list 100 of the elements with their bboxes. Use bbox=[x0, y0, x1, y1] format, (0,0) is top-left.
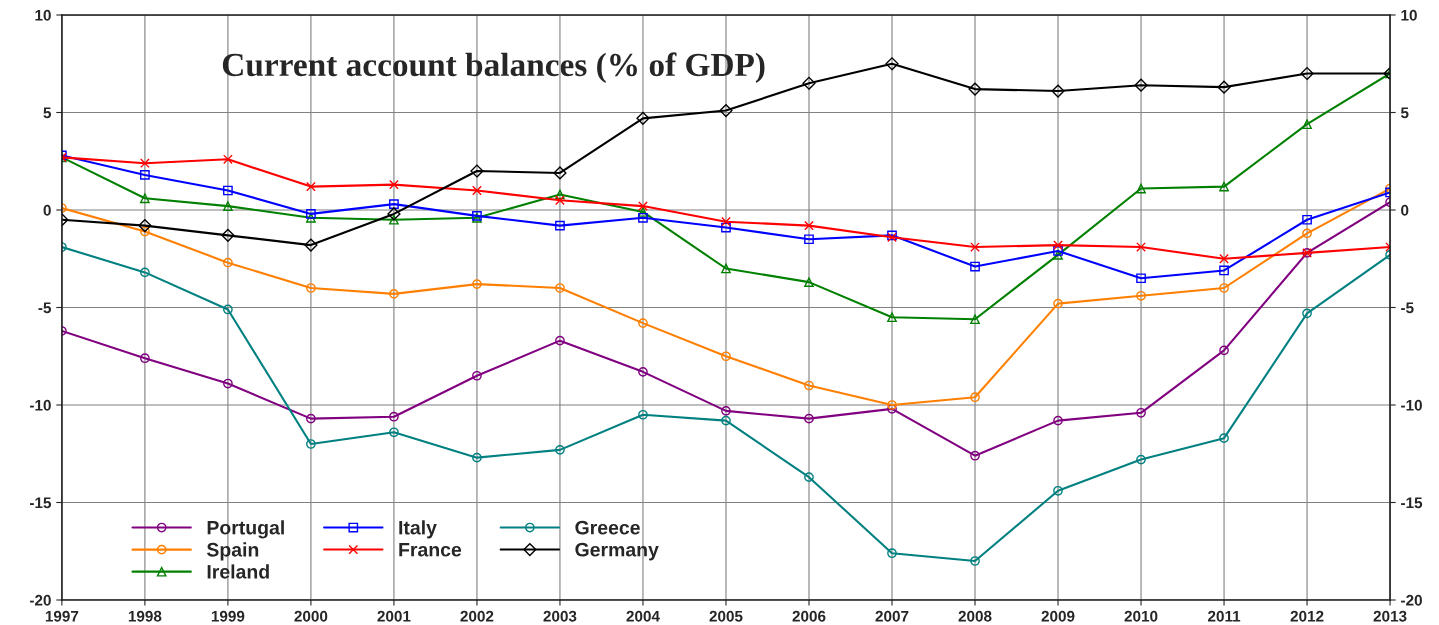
point bbox=[1302, 119, 1312, 130]
legend-label: France bbox=[399, 542, 462, 557]
point bbox=[1053, 246, 1063, 256]
point bbox=[719, 103, 733, 118]
y-tick-label: 10 bbox=[35, 9, 51, 21]
point bbox=[140, 170, 150, 180]
x-tick-label: 2008 bbox=[958, 610, 992, 622]
x-tick-label: 2009 bbox=[1041, 610, 1075, 622]
y-tick-label: -10 bbox=[29, 399, 51, 411]
point bbox=[1136, 183, 1146, 194]
point bbox=[804, 413, 814, 424]
point bbox=[970, 314, 980, 325]
legend-label: Italy bbox=[399, 520, 437, 539]
x-tick-label: 2003 bbox=[543, 610, 577, 622]
point bbox=[1217, 80, 1231, 94]
point bbox=[1302, 214, 1312, 225]
point bbox=[555, 220, 565, 231]
x-tick-label: 2007 bbox=[875, 610, 909, 622]
point bbox=[1136, 242, 1146, 252]
y-tick-label: -15 bbox=[29, 497, 52, 509]
point bbox=[472, 370, 482, 381]
point bbox=[1053, 240, 1063, 250]
point bbox=[970, 392, 980, 403]
y2-tick-label: -10 bbox=[1401, 399, 1422, 411]
point bbox=[140, 158, 150, 169]
point bbox=[470, 164, 484, 178]
point bbox=[887, 404, 897, 414]
point bbox=[1219, 265, 1229, 276]
text: Current account balances (% of GDP) bbox=[222, 52, 765, 83]
point bbox=[389, 427, 399, 438]
x-tick-label: 2005 bbox=[709, 610, 743, 622]
legend-label: Ireland bbox=[207, 564, 269, 579]
y2-tick-label: 0 bbox=[1401, 204, 1409, 216]
point bbox=[223, 378, 233, 389]
point bbox=[555, 335, 565, 346]
point bbox=[555, 195, 565, 206]
point bbox=[472, 185, 482, 196]
point bbox=[638, 201, 648, 211]
point bbox=[223, 154, 233, 165]
point bbox=[721, 415, 731, 426]
point bbox=[553, 166, 567, 180]
x-tick-label: 2000 bbox=[294, 610, 328, 622]
y-tick-label: -20 bbox=[29, 594, 51, 606]
point bbox=[638, 207, 648, 217]
point bbox=[1053, 485, 1063, 496]
x-tick-label: 2011 bbox=[1208, 610, 1241, 622]
point bbox=[306, 439, 316, 449]
point bbox=[140, 353, 150, 364]
point bbox=[970, 450, 980, 461]
point bbox=[306, 283, 316, 293]
y2-tick-label: 5 bbox=[1400, 107, 1409, 119]
y-tick-label: 5 bbox=[43, 107, 52, 119]
point bbox=[555, 283, 565, 293]
x-tick-label: 1997 bbox=[45, 610, 79, 622]
point bbox=[1136, 290, 1146, 301]
point bbox=[389, 288, 399, 299]
legend-label: Germany bbox=[575, 542, 659, 561]
point bbox=[804, 277, 814, 288]
point bbox=[721, 405, 731, 416]
y2-tick-label: -20 bbox=[1401, 594, 1422, 606]
x-tick-label: 1999 bbox=[211, 610, 245, 622]
point bbox=[721, 222, 731, 233]
y-tick-label: -5 bbox=[38, 302, 52, 314]
point bbox=[472, 279, 482, 289]
point bbox=[555, 189, 565, 200]
point bbox=[1302, 308, 1312, 319]
legend-label: Greece bbox=[575, 520, 640, 535]
point bbox=[887, 548, 897, 559]
point bbox=[389, 199, 399, 210]
point bbox=[221, 228, 235, 242]
point bbox=[887, 400, 897, 410]
point bbox=[1134, 78, 1148, 92]
point bbox=[223, 201, 233, 211]
point bbox=[306, 181, 316, 192]
point bbox=[1302, 228, 1312, 239]
point bbox=[140, 267, 150, 278]
x-tick-label: 2004 bbox=[626, 610, 660, 622]
x-tick-label: 2006 bbox=[792, 610, 826, 622]
point bbox=[1136, 273, 1146, 284]
x-tick-label: 2013 bbox=[1373, 610, 1407, 622]
y2-tick-label: 10 bbox=[1401, 9, 1417, 21]
point bbox=[885, 57, 899, 71]
point bbox=[1053, 415, 1063, 426]
point bbox=[968, 82, 982, 96]
point bbox=[387, 207, 401, 221]
point bbox=[472, 452, 482, 463]
point bbox=[1136, 454, 1146, 465]
point bbox=[1136, 407, 1146, 418]
point bbox=[1051, 84, 1065, 98]
point bbox=[887, 312, 897, 323]
point bbox=[1053, 298, 1063, 309]
x-tick-label: 2001 bbox=[377, 610, 411, 622]
y2-tick-label: -5 bbox=[1401, 302, 1414, 314]
point bbox=[636, 111, 650, 125]
point bbox=[1219, 433, 1229, 444]
point bbox=[804, 380, 814, 391]
x-tick-label: 2010 bbox=[1124, 610, 1158, 622]
point bbox=[638, 366, 648, 377]
point bbox=[389, 411, 399, 422]
point bbox=[138, 219, 152, 233]
